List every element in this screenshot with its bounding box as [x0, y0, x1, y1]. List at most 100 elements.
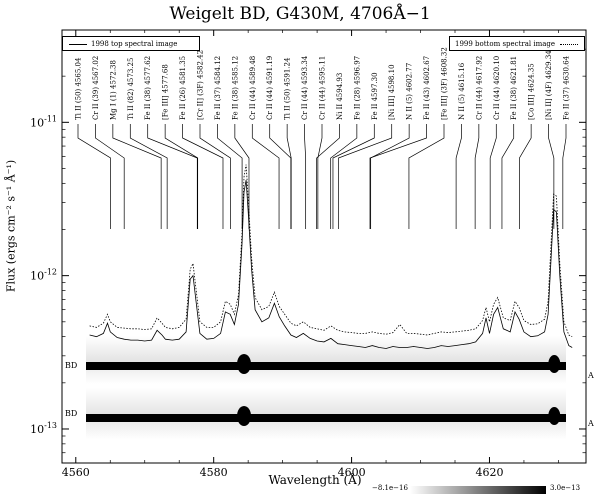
annotation-leader	[164, 124, 199, 229]
annotation: [Ni III] 4598.10	[338, 64, 396, 229]
annotation: Ni II 4594.93	[316, 73, 344, 229]
annotation-label: [Fe III] 4577.68	[162, 64, 170, 120]
annotation-label: Fe II (38) 4577.62	[144, 56, 152, 120]
legend-1998: 1998 top spectral image	[62, 36, 200, 51]
annotation: [Ni II] (4F) 4629.34	[545, 50, 555, 229]
annotation-leader	[251, 124, 280, 229]
strip-peak-top	[237, 354, 252, 374]
annotation-label: Ti II (50) 4565.04	[75, 57, 83, 120]
annotation-label: [Co III] 4624.35	[528, 63, 536, 120]
annotation: Fe II (38) 4577.62	[144, 56, 198, 229]
annotation-leader	[332, 124, 375, 229]
annotation-leader	[501, 124, 515, 229]
annotation: Mg I (1) 4572.38	[109, 60, 162, 229]
image-label-top-right: A	[587, 371, 594, 380]
strip-band-top	[86, 362, 566, 370]
x-tick-label: 4580	[200, 466, 228, 479]
annotation-label: Ni II 4594.93	[336, 73, 344, 120]
annotation-leader	[77, 124, 111, 229]
y-tick-label: 10-13	[30, 421, 57, 436]
colorbar	[410, 486, 546, 494]
annotation-leader	[129, 124, 168, 229]
annotation-label: Fe II (28) 4596.97	[353, 56, 361, 120]
annotation-leader	[286, 124, 292, 229]
annotation-leader	[217, 124, 243, 229]
annotation: Fe II (38) 4621.81	[501, 56, 518, 229]
y-tick-label: 10-12	[30, 268, 57, 283]
annotation-label: Fe II (38) 4621.81	[510, 56, 518, 120]
annotation: Cr II (44) 4589.48	[249, 56, 280, 229]
annotation: [Co III] 4624.35	[519, 63, 536, 229]
annotation-leader	[330, 124, 358, 229]
annotation: Ti II (50) 4591.24	[284, 57, 292, 229]
x-axis-label: Wavelength (Å)	[268, 473, 362, 487]
annotation-leader	[95, 124, 125, 229]
annotation-leader	[548, 124, 555, 229]
strip-peak-bottom	[237, 406, 252, 426]
annotation-label: Cr II (39) 4567.02	[92, 56, 100, 120]
line-identifications: Ti II (50) 4565.04 Cr II (39) 4567.02 Mg I…	[75, 47, 571, 229]
image-label-bottom-right: A	[587, 419, 594, 428]
annotation: Ti II (50) 4565.04	[75, 57, 111, 229]
annotation-label: Cr II (44) 4595.11	[319, 56, 327, 120]
y-axis-label: Flux (ergs cm⁻² s⁻¹ Å⁻¹)	[4, 159, 18, 293]
image-label-top-left: BD	[65, 361, 77, 370]
spectrum-series	[89, 164, 573, 349]
chart-title: Weigelt BD, G430M, 4706Å−1	[169, 4, 431, 24]
annotation-label: Cr II (44) 4589.48	[249, 56, 257, 120]
legend-dotted-swatch	[560, 44, 578, 45]
annotation: [Fe III] 4577.68	[162, 64, 199, 229]
x-tick-label: 4560	[62, 466, 90, 479]
annotation-label: Fe II (38) 4585.12	[231, 56, 239, 120]
annotation-leader	[562, 124, 567, 229]
annotation-leader	[147, 124, 198, 229]
annotation-label: Mg I (1) 4572.38	[109, 60, 117, 120]
annotation: Ti II (82) 4573.25	[127, 58, 168, 229]
annotation-label: Cr II (44) 4617.92	[475, 56, 483, 120]
y-tick-label: 10-11	[30, 114, 57, 129]
legend-solid-swatch	[69, 44, 87, 45]
annotation-leader	[455, 124, 462, 229]
annotation-leader	[234, 124, 250, 229]
annotation: Cr II (44) 4593.34	[301, 55, 309, 229]
annotation: [Fe III] (3F) 4608.32	[408, 47, 449, 229]
annotation-label: Cr II (44) 4593.34	[301, 55, 309, 120]
series-1998-line	[89, 180, 573, 349]
x-tick-label: 4620	[475, 466, 503, 479]
annotation-label: N II (5) 4602.77	[406, 63, 414, 120]
strip-peak2-bottom	[548, 407, 561, 425]
legend-1999-label: 1999 bottom spectral image	[455, 40, 556, 48]
annotation-leader	[519, 124, 532, 229]
legend-1998-label: 1998 top spectral image	[91, 40, 178, 48]
annotation-label: Cr II (44) 4620.10	[493, 56, 501, 120]
colorbar-min-label: −8.1e−16	[372, 484, 408, 492]
annotation-leader	[182, 124, 224, 229]
annotation-leader	[304, 124, 307, 229]
annotation-label: N II (5) 4615.16	[458, 62, 466, 120]
annotation-label: Fe II (37) 4584.12	[214, 56, 222, 120]
series-1999-line	[89, 164, 573, 338]
annotation-leader	[370, 124, 410, 229]
annotation-leader	[474, 124, 480, 229]
annotation: N II (5) 4615.16	[455, 62, 466, 229]
annotation-leader	[316, 124, 340, 229]
annotation: Fe II (28) 4596.97	[330, 56, 361, 229]
annotation: Fe II 4597.30	[332, 72, 379, 229]
annotation-label: [Cr II] (3F) 4582.42	[197, 50, 205, 120]
annotation: Fe II (37) 4630.64	[562, 55, 571, 229]
colorbar-max-label: 3.0e−13	[550, 484, 581, 492]
legend-1999: 1999 bottom spectral image	[449, 36, 585, 51]
annotation: Fe II (37) 4584.12	[214, 56, 243, 229]
annotation-leader	[489, 124, 497, 229]
annotation: Cr II (44) 4617.92	[474, 56, 483, 229]
annotation-label: Fe II (37) 4630.64	[563, 55, 571, 120]
axes: 4560 4580 4600 4620 10-13 10-12 10-11	[30, 29, 586, 479]
annotation-leader	[338, 124, 393, 229]
annotation: Cr II (44) 4620.10	[489, 56, 501, 229]
x-tick-label: 4600	[338, 466, 366, 479]
annotation: Cr II (39) 4567.02	[92, 56, 125, 229]
annotation-leader	[317, 124, 323, 229]
annotation-label: Ti II (82) 4573.25	[127, 58, 135, 120]
annotation: Fe II (26) 4581.35	[179, 56, 224, 229]
